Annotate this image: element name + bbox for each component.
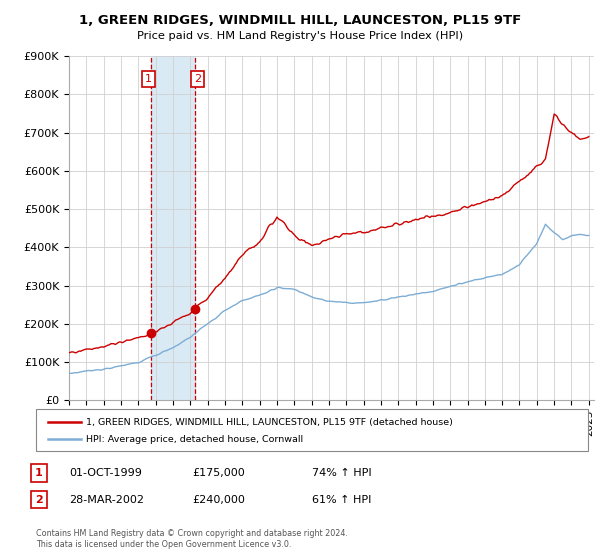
Text: 2: 2 [35, 494, 43, 505]
Text: 1, GREEN RIDGES, WINDMILL HILL, LAUNCESTON, PL15 9TF (detached house): 1, GREEN RIDGES, WINDMILL HILL, LAUNCEST… [86, 418, 452, 427]
Bar [151, 56, 194, 400]
Text: HPI: Average price, detached house, Cornwall: HPI: Average price, detached house, Corn… [86, 435, 303, 444]
Text: 1: 1 [35, 468, 43, 478]
Text: £240,000: £240,000 [192, 494, 245, 505]
Text: 28-MAR-2002: 28-MAR-2002 [69, 494, 144, 505]
Text: Contains HM Land Registry data © Crown copyright and database right 2024.
This d: Contains HM Land Registry data © Crown c… [36, 529, 348, 549]
Text: 1: 1 [145, 74, 152, 84]
Text: 61% ↑ HPI: 61% ↑ HPI [312, 494, 371, 505]
Text: 01-OCT-1999: 01-OCT-1999 [69, 468, 142, 478]
Text: £175,000: £175,000 [192, 468, 245, 478]
Text: 74% ↑ HPI: 74% ↑ HPI [312, 468, 371, 478]
Text: Price paid vs. HM Land Registry's House Price Index (HPI): Price paid vs. HM Land Registry's House … [137, 31, 463, 41]
Text: 2: 2 [194, 74, 201, 84]
Text: 1, GREEN RIDGES, WINDMILL HILL, LAUNCESTON, PL15 9TF: 1, GREEN RIDGES, WINDMILL HILL, LAUNCEST… [79, 14, 521, 27]
